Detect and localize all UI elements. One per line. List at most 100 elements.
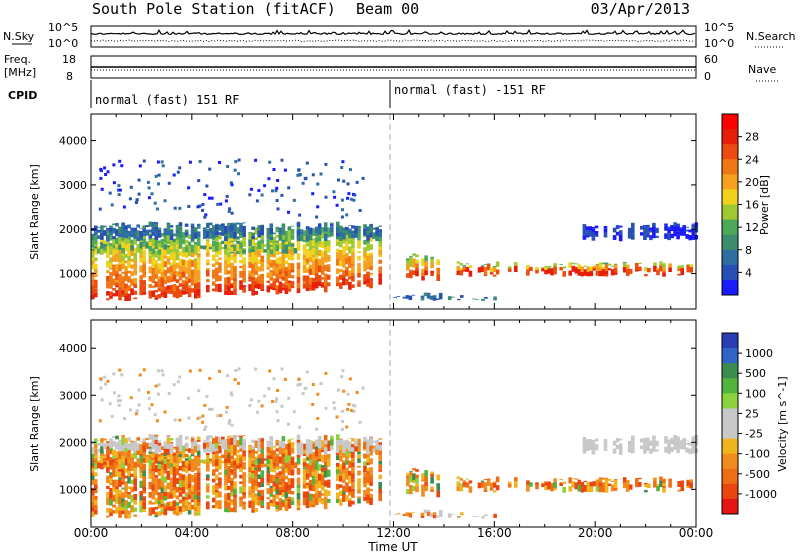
- power-cell: [175, 279, 180, 283]
- velocity-cell: [124, 442, 128, 446]
- power-cell: [100, 232, 104, 240]
- power-cell: [305, 243, 310, 247]
- power-cell: [181, 246, 186, 253]
- velocity-cell: [585, 449, 590, 452]
- velocity-cell: [172, 490, 177, 498]
- power-cell: [688, 235, 692, 241]
- velocity-cell: [218, 480, 222, 486]
- power-cell: [317, 223, 322, 228]
- velocity-cell: [239, 456, 243, 458]
- velocity-cell: [115, 435, 119, 440]
- velocity-cell: [196, 476, 201, 482]
- power-cell: [225, 194, 229, 198]
- power-cell: [320, 265, 325, 270]
- velocity-cell: [281, 468, 286, 475]
- power-cell: [115, 279, 119, 283]
- velocity-cell: [190, 469, 195, 473]
- power-cell: [127, 261, 131, 269]
- power-cell: [97, 227, 101, 228]
- power-cell: [308, 239, 313, 246]
- power-cell: [242, 264, 246, 271]
- velocity-cell: [357, 458, 361, 463]
- velocity-cell: [212, 460, 216, 466]
- velocity-cell: [345, 443, 349, 449]
- velocity-cell: [190, 485, 195, 492]
- velocity-cell: [133, 476, 137, 479]
- power-cell: [233, 246, 237, 251]
- velocity-cell: [281, 486, 286, 490]
- velocity-cell: [643, 448, 647, 451]
- power-cell: [426, 292, 431, 295]
- velocity-cell: [287, 468, 292, 476]
- power-cell: [662, 270, 666, 273]
- velocity-cell: [603, 438, 608, 442]
- velocity-cell: [118, 458, 122, 465]
- power-cell: [212, 230, 216, 235]
- power-cell: [196, 223, 201, 227]
- velocity-cell: [173, 418, 177, 422]
- power-cell: [230, 251, 234, 254]
- power-cell: [336, 252, 340, 255]
- velocity-cell: [468, 480, 473, 484]
- velocity-cell: [409, 487, 413, 495]
- power-cell: [257, 283, 261, 289]
- power-cell: [106, 170, 110, 174]
- power-cell: [142, 255, 146, 262]
- power-cell: [308, 234, 313, 241]
- velocity-cell: [284, 475, 289, 480]
- velocity-cell: [163, 410, 167, 414]
- power-cell: [209, 247, 213, 250]
- power-cell: [133, 270, 137, 276]
- power-cell: [236, 243, 240, 249]
- power-cell: [507, 266, 512, 269]
- velocity-cell: [357, 465, 361, 468]
- power-cell: [263, 244, 267, 247]
- power-cell: [257, 230, 261, 238]
- velocity-cell: [281, 457, 286, 464]
- velocity-cell: [284, 449, 289, 457]
- power-cell: [351, 248, 355, 253]
- velocity-cell: [254, 469, 258, 477]
- velocity-cell: [682, 444, 686, 450]
- velocity-cell: [314, 484, 319, 490]
- velocity-cell: [230, 455, 234, 459]
- power-cell: [290, 275, 295, 279]
- power-cell: [324, 162, 328, 166]
- power-cell: [378, 238, 382, 242]
- power-cell: [184, 278, 189, 282]
- power-cell: [351, 275, 355, 282]
- velocity-cell: [202, 442, 207, 449]
- power-colorbar-segment: [722, 264, 738, 281]
- velocity-cell: [257, 496, 261, 500]
- velocity-cell: [218, 446, 222, 454]
- power-cell: [248, 243, 252, 246]
- velocity-cell: [369, 493, 373, 498]
- power-cell: [613, 263, 618, 265]
- power-cell: [638, 262, 642, 264]
- velocity-cell: [106, 441, 110, 443]
- power-cell: [136, 244, 140, 250]
- power-cell: [121, 255, 125, 262]
- power-cell: [591, 232, 596, 238]
- power-cell: [163, 228, 168, 231]
- power-cell: [207, 196, 211, 200]
- power-cell: [357, 266, 361, 273]
- power-cell: [145, 242, 150, 249]
- velocity-cell: [685, 439, 689, 441]
- velocity-cell: [206, 458, 210, 462]
- power-cell: [323, 276, 328, 281]
- velocity-cell: [351, 479, 355, 482]
- power-cell: [233, 168, 237, 172]
- velocity-colorbar-tick: -25: [745, 428, 763, 441]
- velocity-cell: [115, 495, 119, 499]
- power-cell: [612, 227, 617, 233]
- power-cell: [230, 238, 234, 241]
- velocity-cell: [305, 449, 310, 456]
- velocity-cell: [115, 445, 119, 450]
- velocity-cell: [298, 425, 302, 429]
- power-cell: [647, 268, 651, 273]
- power-cell: [582, 228, 587, 236]
- velocity-cell: [296, 454, 301, 458]
- velocity-cell: [424, 481, 428, 486]
- velocity-cell: [363, 436, 367, 442]
